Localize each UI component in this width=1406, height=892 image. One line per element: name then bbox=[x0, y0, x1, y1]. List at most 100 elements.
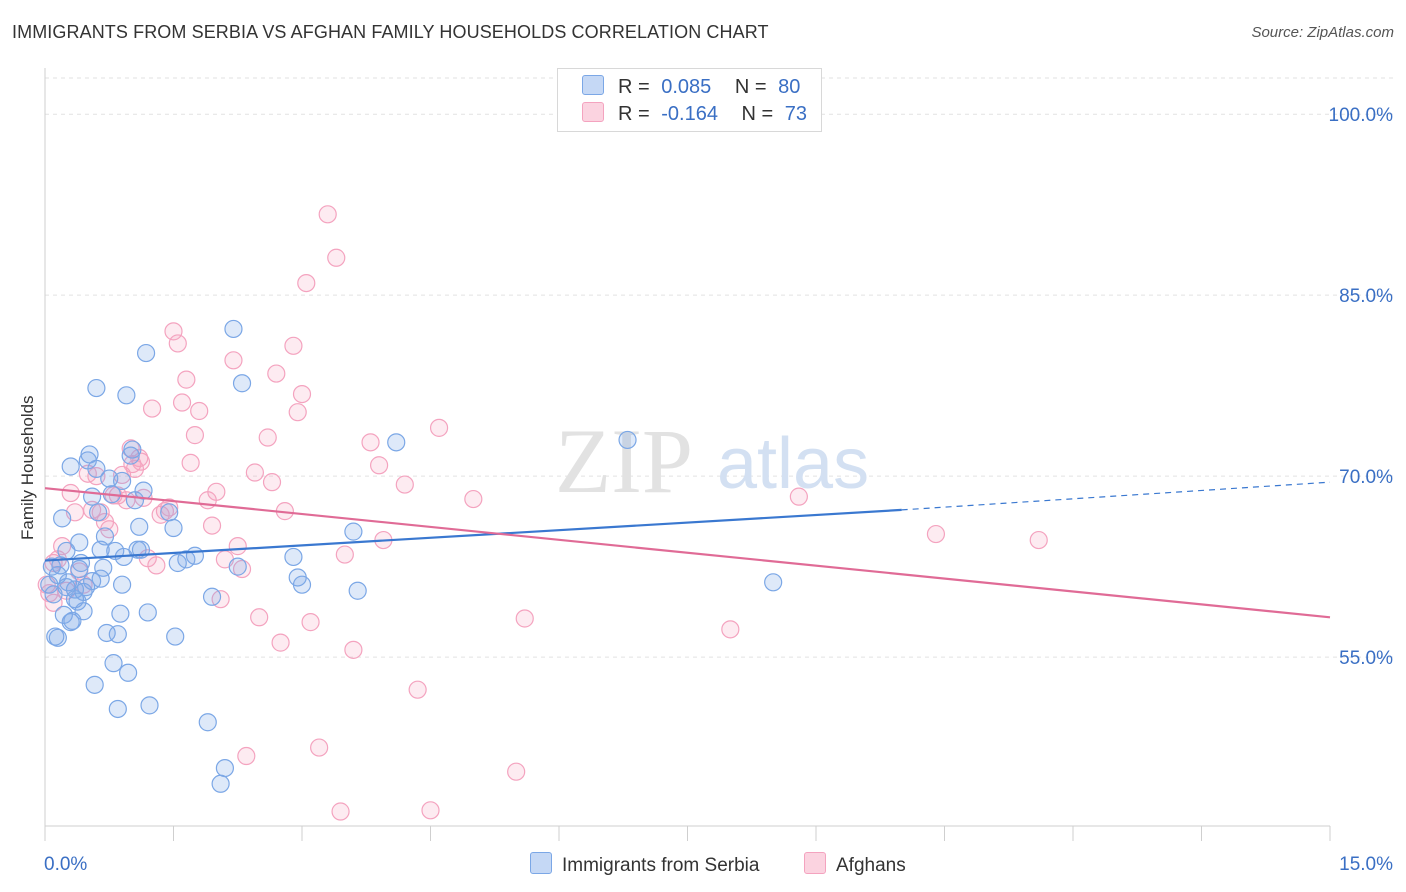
y-tick-label: 85.0% bbox=[1339, 286, 1393, 307]
point-afghans bbox=[258, 428, 277, 447]
point-serbia bbox=[87, 378, 106, 398]
source-label: Source: ZipAtlas.com bbox=[1251, 24, 1394, 41]
point-afghans bbox=[926, 524, 946, 544]
point-afghans bbox=[61, 483, 80, 503]
legend-r-value: 0.085 bbox=[661, 76, 712, 98]
bottom-legend-serbia: Immigrants from Serbia bbox=[530, 852, 759, 878]
point-serbia bbox=[104, 654, 123, 673]
point-afghans bbox=[421, 801, 440, 820]
y-tick-label: 100.0% bbox=[1329, 105, 1394, 126]
point-afghans bbox=[190, 401, 209, 421]
point-serbia bbox=[284, 547, 303, 567]
point-serbia bbox=[292, 575, 312, 594]
point-serbia bbox=[70, 533, 89, 552]
point-afghans bbox=[318, 205, 337, 224]
point-afghans bbox=[297, 273, 316, 293]
point-serbia bbox=[83, 487, 102, 506]
point-serbia bbox=[57, 578, 76, 597]
point-afghans bbox=[327, 248, 346, 267]
axes bbox=[44, 68, 1331, 841]
point-afghans bbox=[271, 633, 290, 652]
point-serbia bbox=[53, 509, 72, 528]
point-afghans bbox=[331, 802, 350, 821]
point-serbia bbox=[108, 625, 127, 644]
point-afghans bbox=[507, 762, 526, 781]
point-afghans bbox=[335, 545, 354, 564]
tick-labels: 55.0% 70.0% 85.0% 100.0% 0.0% 15.0% bbox=[44, 105, 1393, 875]
point-afghans bbox=[284, 336, 303, 355]
point-serbia bbox=[387, 433, 406, 452]
point-serbia bbox=[344, 522, 363, 541]
point-afghans bbox=[408, 680, 427, 699]
point-serbia bbox=[177, 550, 196, 569]
point-serbia bbox=[95, 527, 115, 546]
point-serbia bbox=[118, 663, 138, 682]
legend-n-value: 73 bbox=[784, 103, 808, 125]
point-serbia bbox=[618, 430, 637, 450]
legend-row-afghans: R = -0.164 N = 73 bbox=[582, 102, 807, 128]
point-afghans bbox=[147, 556, 166, 575]
point-afghans bbox=[262, 473, 282, 492]
point-afghans bbox=[177, 370, 196, 389]
y-tick-label: 55.0% bbox=[1339, 648, 1393, 669]
point-afghans bbox=[310, 738, 329, 757]
point-serbia bbox=[85, 675, 104, 694]
point-afghans bbox=[172, 393, 192, 412]
point-afghans bbox=[168, 334, 187, 353]
point-serbia bbox=[87, 459, 106, 478]
bottom-legend-swatch-serbia bbox=[530, 852, 552, 874]
point-afghans bbox=[1029, 530, 1048, 550]
point-serbia bbox=[130, 517, 149, 536]
point-serbia bbox=[138, 603, 157, 622]
point-afghans bbox=[202, 516, 222, 535]
point-afghans bbox=[207, 482, 226, 501]
point-serbia bbox=[74, 582, 93, 602]
point-afghans bbox=[395, 475, 414, 494]
point-afghans bbox=[301, 613, 320, 632]
trend-lines bbox=[44, 481, 1331, 619]
point-serbia bbox=[94, 558, 113, 577]
point-serbia bbox=[348, 581, 367, 600]
legend-r-value: -0.164 bbox=[661, 103, 718, 125]
trend-line-serbia-extension bbox=[901, 481, 1331, 511]
point-serbia bbox=[70, 559, 89, 579]
point-afghans bbox=[142, 399, 162, 418]
point-afghans bbox=[361, 433, 380, 452]
point-serbia bbox=[202, 587, 222, 606]
legend-n-value: 80 bbox=[778, 76, 801, 98]
point-afghans bbox=[224, 351, 243, 370]
bottom-legend-swatch-afghans bbox=[804, 852, 826, 874]
trend-line-serbia bbox=[44, 508, 902, 562]
legend-r-label: R = bbox=[618, 103, 650, 125]
point-serbia bbox=[764, 573, 783, 592]
x-tick-label: 15.0% bbox=[1339, 854, 1393, 875]
x-tick-label: 0.0% bbox=[44, 854, 87, 875]
legend-n-label: N = bbox=[734, 76, 767, 98]
point-serbia bbox=[140, 696, 159, 715]
bottom-legend-label-serbia: Immigrants from Serbia bbox=[562, 855, 760, 876]
chart-title: IMMIGRANTS FROM SERBIA VS AFGHAN FAMILY … bbox=[12, 22, 769, 42]
bottom-legend-afghans: Afghans bbox=[804, 852, 906, 878]
watermark-zip: ZIP bbox=[555, 410, 693, 512]
point-afghans bbox=[288, 403, 307, 422]
point-afghans bbox=[181, 453, 200, 472]
point-serbia bbox=[160, 503, 179, 522]
point-afghans bbox=[245, 463, 264, 482]
point-afghans bbox=[721, 620, 740, 639]
point-serbia bbox=[215, 758, 234, 778]
y-axis-label: Family Households bbox=[18, 395, 37, 540]
legend-swatch-serbia bbox=[582, 75, 604, 95]
data-points bbox=[37, 205, 1048, 821]
point-serbia bbox=[91, 569, 110, 588]
point-afghans bbox=[429, 418, 449, 437]
legend-swatch-afghans bbox=[582, 102, 604, 122]
point-afghans bbox=[160, 498, 179, 517]
point-serbia bbox=[61, 457, 80, 476]
point-serbia bbox=[224, 319, 243, 339]
point-serbia bbox=[211, 774, 230, 793]
point-afghans bbox=[228, 537, 247, 556]
y-tick-label: 70.0% bbox=[1339, 467, 1393, 488]
point-afghans bbox=[250, 608, 269, 627]
point-afghans bbox=[267, 364, 286, 383]
